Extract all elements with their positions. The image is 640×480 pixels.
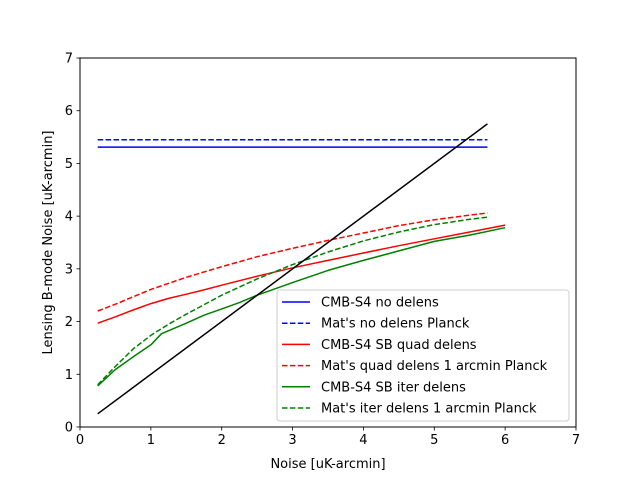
series-line-cmb-s4-sb-quad-delens [97, 224, 506, 324]
y-tick-label: 6 [65, 104, 73, 119]
y-tick-label: 3 [65, 262, 73, 277]
plot-area-frame [79, 57, 577, 428]
series-line-cmb-s4-sb-iter-delens [97, 226, 506, 387]
x-tick-label: 4 [359, 433, 367, 448]
legend-label-mat-s-iter-delens-1-arcmin-planck: Mat's iter delens 1 arcmin Planck [321, 402, 537, 417]
legend-label-mat-s-quad-delens-1-arcmin-planck: Mat's quad delens 1 arcmin Planck [321, 359, 548, 374]
y-tick-label: 1 [65, 368, 73, 383]
legend-label-cmb-s4-sb-quad-delens: CMB-S4 SB quad delens [321, 338, 477, 353]
legend-label-cmb-s4-sb-iter-delens: CMB-S4 SB iter delens [321, 380, 466, 395]
series-layer [97, 123, 506, 415]
series-line-mat-s-iter-delens-1-arcmin-planck [97, 216, 488, 386]
series-line-mat-s-quad-delens-1-arcmin-planck [97, 212, 488, 312]
axis-ticks: 0 1 2 3 4 5 6 7 0 1 2 3 4 5 6 7 [65, 52, 580, 449]
legend: CMB-S4 no delens Mat's no delens Planck CM… [276, 289, 570, 422]
y-tick-label: 0 [65, 421, 73, 436]
y-tick-label: 2 [65, 315, 73, 330]
x-tick-label: 2 [218, 433, 226, 448]
y-tick-label: 5 [65, 157, 73, 172]
x-tick-label: 0 [76, 433, 84, 448]
series-line-reference-6 [97, 123, 488, 415]
x-tick-label: 3 [288, 433, 296, 448]
x-tick-label: 7 [572, 433, 580, 448]
legend-label-mat-s-no-delens-planck: Mat's no delens Planck [321, 317, 470, 332]
y-axis-label: Lensing B-mode Noise [uK-arcmin] [41, 131, 56, 355]
x-tick-label: 1 [147, 433, 155, 448]
x-axis-label: Noise [uK-arcmin] [270, 457, 385, 472]
x-tick-label: 5 [430, 433, 438, 448]
legend-label-cmb-s4-no-delens: CMB-S4 no delens [321, 296, 439, 311]
y-tick-label: 7 [65, 52, 73, 67]
legend-frame [276, 289, 570, 422]
x-tick-label: 6 [501, 433, 509, 448]
y-tick-label: 4 [65, 210, 73, 225]
